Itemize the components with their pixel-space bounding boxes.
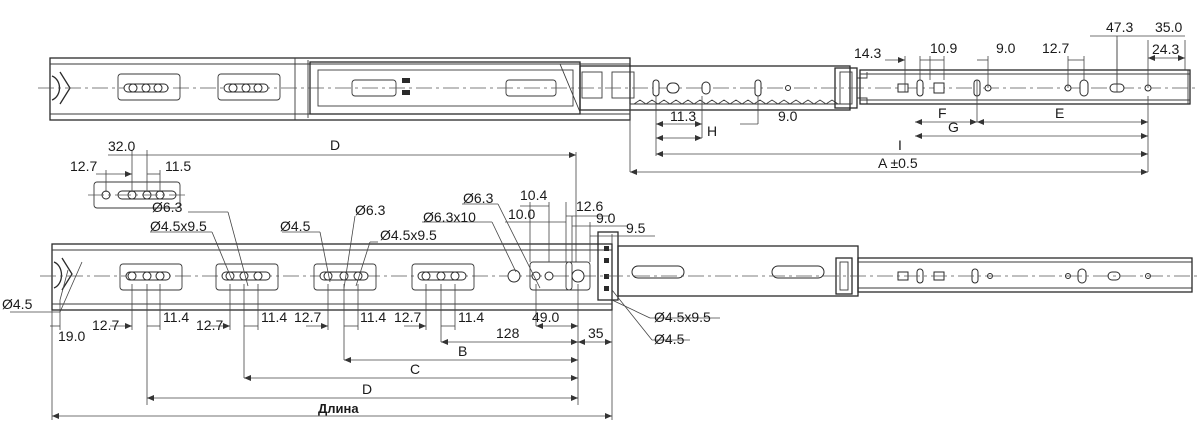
dim-C: C <box>410 361 420 377</box>
outer-rail-holes-bottom <box>119 261 591 291</box>
top-extension-lines <box>629 36 1186 172</box>
extension-member-bottom <box>857 257 1193 293</box>
label-dia-4-5-a: Ø4.5 <box>280 218 311 234</box>
dim-D-top: D <box>330 137 340 153</box>
dim-24-3: 24.3 <box>1152 41 1179 57</box>
dim-12-7-detail: 12.7 <box>70 158 97 174</box>
dim-11-4-p3: 11.4 <box>360 309 386 325</box>
label-dia-6-3x10: Ø6.3x10 <box>423 209 476 225</box>
dim-12-7-p3: 12.7 <box>294 309 321 325</box>
dim-D-bottom: D <box>362 381 372 397</box>
dim-11-4-p4: 11.4 <box>458 309 484 325</box>
label-dia-4-5x9-5-a: Ø4.5x9.5 <box>150 218 207 234</box>
dim-E: E <box>1055 105 1064 121</box>
dim-F: F <box>938 105 947 121</box>
dim-11-4-p2: 11.4 <box>261 309 287 325</box>
inner-rail-bottom <box>597 231 859 301</box>
dim-10-4: 10.4 <box>520 187 547 203</box>
outer-rail-bottom <box>51 243 613 311</box>
bottom-dimension-lines <box>50 284 613 420</box>
dim-12-7: 12.7 <box>1042 40 1069 56</box>
extension-member-top <box>859 69 1191 105</box>
top-dimension-lines <box>630 35 1185 175</box>
label-dia-4-5x9-5-b: Ø4.5x9.5 <box>380 227 437 243</box>
dim-9-0-bottom: 9.0 <box>596 210 616 226</box>
label-dia-4-5-left: Ø4.5 <box>2 296 33 312</box>
dim-11-3: 11.3 <box>670 108 696 124</box>
dim-10-0: 10.0 <box>508 206 535 222</box>
leader-lines <box>10 203 720 341</box>
dim-12-7-p4: 12.7 <box>394 309 421 325</box>
dim-35: 35 <box>588 325 604 341</box>
dim-I: I <box>898 137 902 153</box>
dim-10-9: 10.9 <box>930 40 957 56</box>
dim-H: H <box>707 123 717 139</box>
dim-12-6: 12.6 <box>576 198 603 214</box>
outer-rail-holes-top <box>117 73 281 101</box>
dim-128: 128 <box>496 325 520 341</box>
dim-9-0-lower: 9.0 <box>778 108 798 124</box>
dim-9-0: 9.0 <box>996 40 1016 56</box>
dim-19-0: 19.0 <box>58 328 85 344</box>
dim-49-0: 49.0 <box>532 309 559 325</box>
right-detail-dims <box>505 202 655 262</box>
top-view: 14.3 10.9 9.0 12.7 47.3 35.0 24.3 11.3 H… <box>38 19 1198 175</box>
bottom-view: Ø6.3 Ø4.5x9.5 Ø4.5 Ø6.3 Ø4.5x9.5 Ø6.3 Ø6… <box>2 187 1198 420</box>
dim-14-3: 14.3 <box>854 45 881 61</box>
dim-11-5: 11.5 <box>165 158 191 174</box>
dim-A: A ±0.5 <box>878 155 918 171</box>
label-dia-6-3-c: Ø6.3 <box>463 190 494 206</box>
hole-pattern-detail: 32.0 12.7 11.5 <box>70 138 191 209</box>
inner-rail-holes-top <box>652 79 1152 97</box>
dim-12-7-p2: 12.7 <box>196 317 223 333</box>
dim-47-3: 47.3 <box>1106 19 1133 35</box>
dim-35-0: 35.0 <box>1155 19 1182 35</box>
dim-B: B <box>458 343 467 359</box>
label-dia-4-5-right: Ø4.5 <box>654 331 685 347</box>
label-dia-6-3-a: Ø6.3 <box>152 199 183 215</box>
d-top-dimension: D <box>147 137 577 262</box>
dim-32-0: 32.0 <box>108 138 135 154</box>
dim-G: G <box>948 119 959 135</box>
dim-length: Длина <box>318 401 359 416</box>
label-dia-6-3-b: Ø6.3 <box>355 202 386 218</box>
dim-11-4-p1: 11.4 <box>163 309 189 325</box>
dim-9-5: 9.5 <box>626 220 646 236</box>
dim-12-7-p1: 12.7 <box>92 317 119 333</box>
label-dia-4-5x9-5-right: Ø4.5x9.5 <box>654 309 711 325</box>
